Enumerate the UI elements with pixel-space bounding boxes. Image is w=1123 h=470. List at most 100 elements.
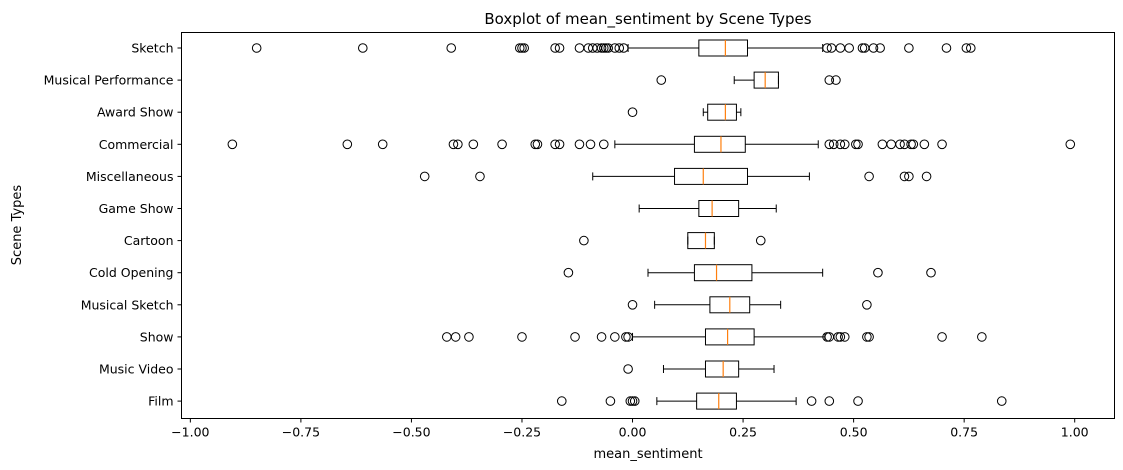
outlier-point xyxy=(623,332,633,342)
outlier-point xyxy=(868,43,879,53)
outlier-point xyxy=(554,139,565,150)
outlier-point xyxy=(996,396,1007,406)
outlier-point xyxy=(453,139,463,150)
box-group-cold-opening xyxy=(563,264,936,282)
outlier-point xyxy=(835,332,846,342)
y-axis: Sketch Musical Performance Award Show Comme… xyxy=(44,41,182,409)
outlier-point xyxy=(448,139,459,150)
outlier-point xyxy=(579,235,589,246)
outlier-point xyxy=(853,396,863,406)
box-iqr xyxy=(698,39,748,57)
y-tick-label: Cold Opening xyxy=(89,265,173,280)
outlier-point xyxy=(937,139,947,150)
outlier-point xyxy=(419,171,430,182)
outlier-point xyxy=(824,139,835,150)
outlier-point xyxy=(919,139,930,150)
outlier-point xyxy=(806,396,817,406)
outlier-point xyxy=(468,139,479,150)
box-group-miscellaneous xyxy=(419,167,932,185)
outlier-point xyxy=(514,43,525,53)
x-tick-label: −0.75 xyxy=(282,425,320,440)
outlier-point xyxy=(873,267,883,278)
box-iqr xyxy=(698,200,740,217)
outlier-point xyxy=(342,139,353,150)
outlier-point xyxy=(824,396,835,406)
outlier-point xyxy=(926,267,936,278)
outlier-point xyxy=(251,43,262,53)
outlier-point xyxy=(627,107,638,117)
outlier-point xyxy=(906,139,916,150)
outlier-point xyxy=(822,332,832,342)
outlier-point xyxy=(828,139,839,150)
outlier-point xyxy=(822,43,832,53)
outlier-point xyxy=(627,300,638,310)
outlier-point xyxy=(550,43,560,53)
outlier-point xyxy=(844,43,854,53)
box-iqr xyxy=(687,232,715,250)
outlier-point xyxy=(1065,139,1076,150)
x-tick-label: −0.25 xyxy=(503,425,541,440)
outlier-point xyxy=(862,332,872,342)
outlier-point xyxy=(831,75,841,85)
box-group-musical-sketch xyxy=(627,296,872,314)
box-group-show xyxy=(442,328,987,346)
outlier-point xyxy=(377,139,388,150)
outlier-point xyxy=(517,43,527,53)
y-tick-label: Cartoon xyxy=(124,233,174,248)
outlier-point xyxy=(904,171,914,182)
box-iqr xyxy=(696,392,737,410)
outlier-point xyxy=(824,75,835,85)
outlier-point xyxy=(570,332,580,342)
outlier-point xyxy=(895,139,905,150)
outlier-point xyxy=(610,332,620,342)
outlier-point xyxy=(835,139,846,150)
outlier-point xyxy=(937,332,947,342)
plot-area xyxy=(227,39,1076,410)
y-tick-label: Miscellaneous xyxy=(86,169,174,184)
outlier-point xyxy=(864,171,874,182)
y-tick-label: Award Show xyxy=(97,105,173,120)
box-group-sketch xyxy=(251,39,976,57)
outlier-point xyxy=(614,43,625,53)
outlier-point xyxy=(550,139,560,150)
y-tick-label: Musical Performance xyxy=(44,73,174,88)
outlier-point xyxy=(864,332,874,342)
y-tick-label: Film xyxy=(148,394,173,409)
outlier-point xyxy=(517,332,527,342)
box-group-commercial xyxy=(227,135,1076,153)
outlier-point xyxy=(605,396,616,406)
outlier-point xyxy=(977,332,987,342)
x-tick-label: 0.50 xyxy=(840,425,868,440)
outlier-point xyxy=(530,139,541,150)
outlier-point xyxy=(475,171,485,182)
outlier-point xyxy=(908,139,919,150)
plot-frame xyxy=(181,32,1115,419)
x-axis: −1.00 −0.75 −0.50 −0.25 0.00 0.25 0.50 0.75 1.00 xyxy=(171,418,1089,440)
outlier-point xyxy=(598,43,609,53)
box-iqr xyxy=(753,71,779,89)
x-tick-label: −1.00 xyxy=(171,425,209,440)
outlier-point xyxy=(629,396,640,406)
y-tick-label: Game Show xyxy=(99,201,174,216)
x-tick-label: −0.50 xyxy=(392,425,430,440)
y-tick-label: Musical Sketch xyxy=(81,297,174,312)
y-tick-label: Show xyxy=(140,329,174,344)
outlier-point xyxy=(921,171,932,182)
outlier-point xyxy=(625,396,636,406)
box-group-film xyxy=(556,392,1007,410)
outlier-point xyxy=(623,364,633,374)
box-group-game-show xyxy=(638,200,777,217)
y-axis-label: Scene Types xyxy=(10,185,25,266)
box-group-music-video xyxy=(623,360,775,378)
outlier-point xyxy=(519,43,529,53)
x-tick-label: 0.75 xyxy=(950,425,978,440)
outlier-point xyxy=(563,267,574,278)
chart-title: Boxplot of mean_sentiment by Scene Types xyxy=(484,10,811,29)
y-tick-label: Music Video xyxy=(99,362,174,377)
outlier-point xyxy=(446,43,457,53)
outlier-point xyxy=(755,235,766,246)
outlier-point xyxy=(596,43,607,53)
outlier-point xyxy=(833,332,843,342)
box-iqr xyxy=(707,103,737,121)
